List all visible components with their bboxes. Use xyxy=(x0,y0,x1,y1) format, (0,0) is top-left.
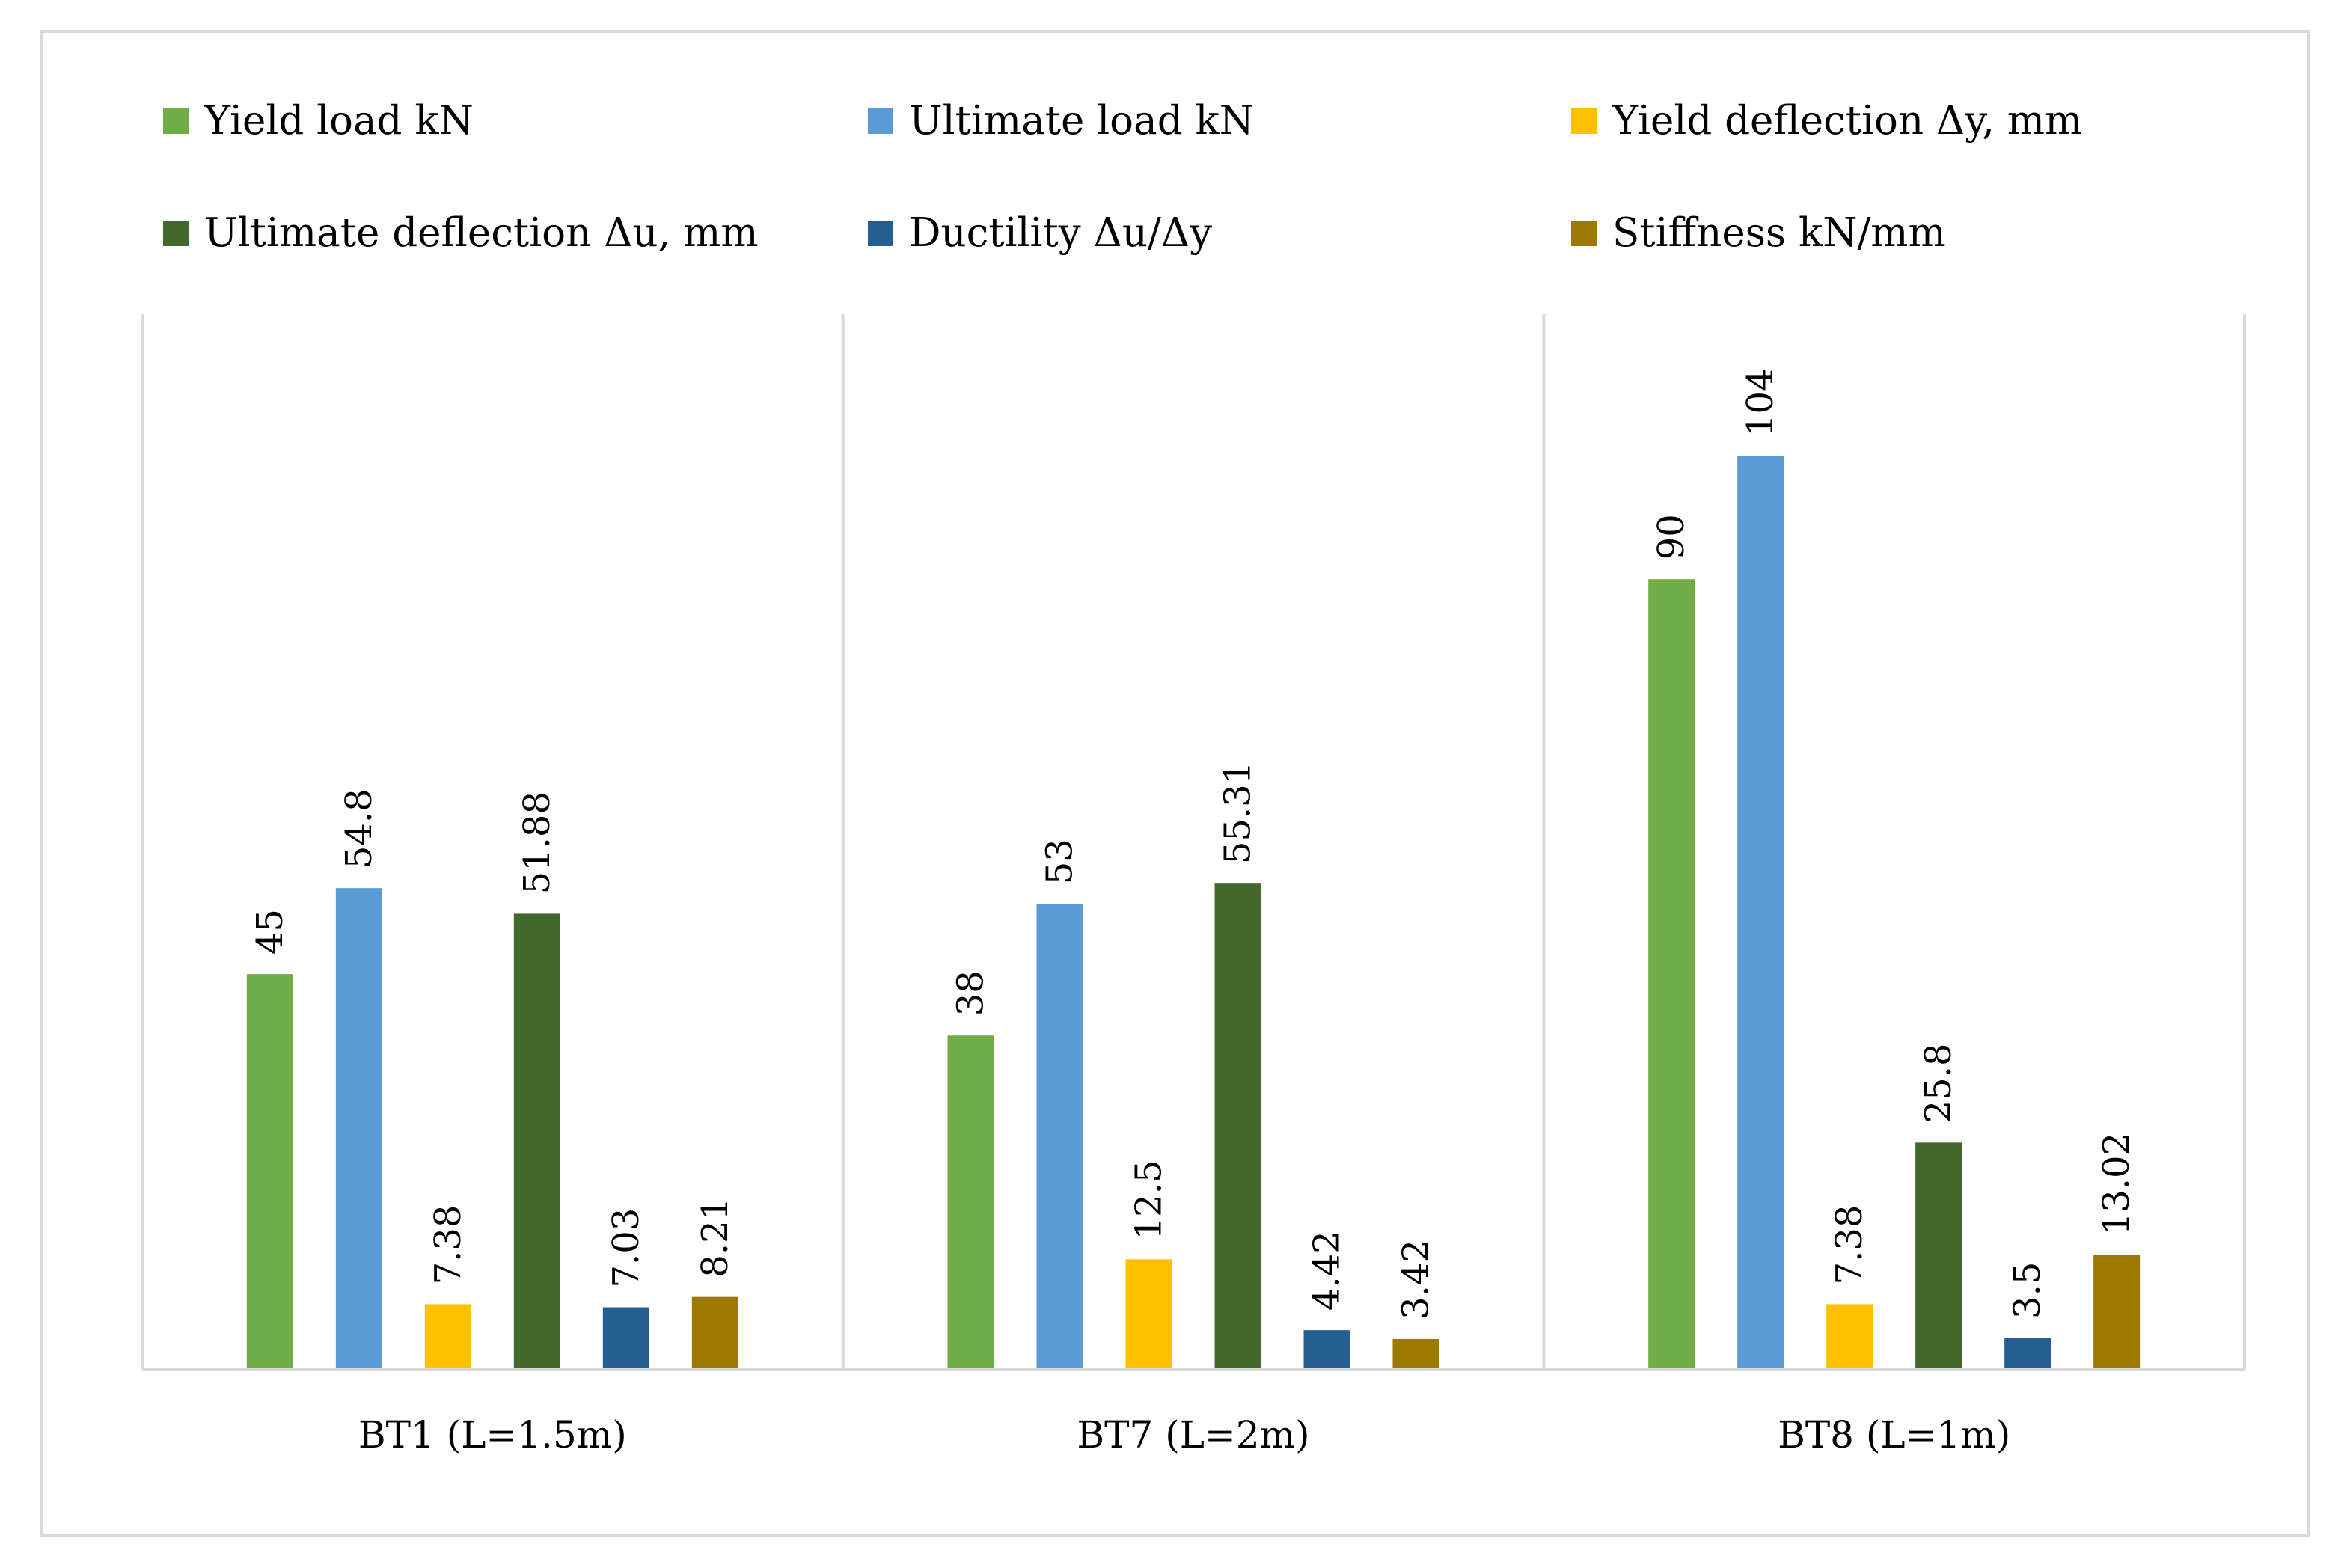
bar-yield-deflection-y-mm-bt7-l-2m xyxy=(1125,1259,1172,1369)
x-axis-tick-labels: BT1 (L=1.5m) BT7 (L=2m) BT8 (L=1m) xyxy=(358,1413,2010,1457)
category-separators xyxy=(141,314,2246,1369)
bar-yield-load-kn-bt7-l-2m xyxy=(947,1035,994,1369)
legend-swatch-yield-load-kn xyxy=(163,108,189,134)
value-label-yield-deflection-y-mm-bt1-l-1-5m: 7.38 xyxy=(427,1205,469,1285)
value-label-yield-deflection-y-mm-bt7-l-2m: 12.5 xyxy=(1128,1160,1170,1240)
value-label-ductility-u-y-bt1-l-1-5m: 7.03 xyxy=(605,1208,647,1288)
x-tick-label-bt7-l-2m: BT7 (L=2m) xyxy=(1077,1413,1309,1457)
legend-label-stiffness-kn-mm: Stiffness kN/mm xyxy=(1612,210,1946,256)
value-label-ultimate-load-kn-bt8-l-1m: 104 xyxy=(1739,368,1781,437)
bar-ductility-u-y-bt8-l-1m xyxy=(2004,1338,2051,1369)
value-label-yield-deflection-y-mm-bt8-l-1m: 7.38 xyxy=(1829,1205,1870,1285)
bar-stiffness-kn-mm-bt8-l-1m xyxy=(2093,1255,2141,1369)
bar-ultimate-load-kn-bt7-l-2m xyxy=(1036,904,1083,1369)
value-label-stiffness-kn-mm-bt8-l-1m: 13.02 xyxy=(2096,1133,2138,1235)
value-label-stiffness-kn-mm-bt7-l-2m: 3.42 xyxy=(1395,1240,1437,1320)
bar-yield-load-kn-bt1-l-1-5m xyxy=(246,974,293,1369)
bars xyxy=(246,456,2141,1370)
bar-yield-deflection-y-mm-bt8-l-1m xyxy=(1826,1304,1873,1369)
bar-ductility-u-y-bt7-l-2m xyxy=(1303,1330,1350,1369)
legend-label-ultimate-deflection-u-mm: Ultimate deflection Δu, mm xyxy=(204,210,759,256)
legend-swatch-ultimate-load-kn xyxy=(868,108,893,134)
value-label-ductility-u-y-bt8-l-1m: 3.5 xyxy=(2007,1262,2048,1319)
legend-label-ductility-u-y: Ductility Δu/Δy xyxy=(909,210,1212,256)
bar-ultimate-deflection-u-mm-bt1-l-1-5m xyxy=(513,913,560,1369)
legend-swatch-yield-deflection-y-mm xyxy=(1571,108,1597,134)
x-tick-label-bt8-l-1m: BT8 (L=1m) xyxy=(1778,1413,2010,1457)
bar-yield-deflection-y-mm-bt1-l-1-5m xyxy=(424,1304,471,1369)
value-label-ductility-u-y-bt7-l-2m: 4.42 xyxy=(1306,1231,1348,1311)
bar-ductility-u-y-bt1-l-1-5m xyxy=(602,1307,649,1369)
value-labels: 45 54.8 7.38 51.88 7.03 8.21 38 53 12.5 55.31 4.42… xyxy=(249,368,2138,1320)
bar-ultimate-load-kn-bt8-l-1m xyxy=(1737,456,1784,1369)
value-label-yield-load-kn-bt1-l-1-5m: 45 xyxy=(249,909,291,955)
value-label-ultimate-deflection-u-mm-bt7-l-2m: 55.31 xyxy=(1217,762,1259,864)
value-label-ultimate-load-kn-bt7-l-2m: 53 xyxy=(1039,839,1081,884)
legend-label-yield-deflection-y-mm: Yield deflection Δy, mm xyxy=(1612,98,2082,144)
value-label-ultimate-deflection-u-mm-bt8-l-1m: 25.8 xyxy=(1918,1043,1959,1123)
bar-ultimate-deflection-u-mm-bt8-l-1m xyxy=(1915,1142,1962,1369)
legend-swatch-ductility-u-y xyxy=(868,221,893,246)
x-tick-label-bt1-l-1-5m: BT1 (L=1.5m) xyxy=(358,1413,627,1457)
bar-stiffness-kn-mm-bt1-l-1-5m xyxy=(691,1296,738,1369)
legend-swatch-stiffness-kn-mm xyxy=(1571,221,1597,246)
bar-ultimate-load-kn-bt1-l-1-5m xyxy=(335,888,382,1369)
value-label-yield-load-kn-bt7-l-2m: 38 xyxy=(950,970,992,1016)
value-label-ultimate-load-kn-bt1-l-1-5m: 54.8 xyxy=(338,788,380,869)
value-label-stiffness-kn-mm-bt1-l-1-5m: 8.21 xyxy=(694,1198,736,1278)
bar-stiffness-kn-mm-bt7-l-2m xyxy=(1392,1338,1439,1369)
legend-label-ultimate-load-kn: Ultimate load kN xyxy=(909,98,1254,144)
value-label-yield-load-kn-bt8-l-1m: 90 xyxy=(1650,514,1692,560)
legend-label-yield-load-kn: Yield load kN xyxy=(204,98,474,144)
legend: Yield load kN Ultimate load kN Yield defle… xyxy=(163,98,2082,256)
bar-yield-load-kn-bt8-l-1m xyxy=(1648,579,1695,1370)
bar-ultimate-deflection-u-mm-bt7-l-2m xyxy=(1214,883,1261,1369)
value-label-ultimate-deflection-u-mm-bt1-l-1-5m: 51.88 xyxy=(516,791,558,894)
legend-swatch-ultimate-deflection-u-mm xyxy=(163,221,189,246)
